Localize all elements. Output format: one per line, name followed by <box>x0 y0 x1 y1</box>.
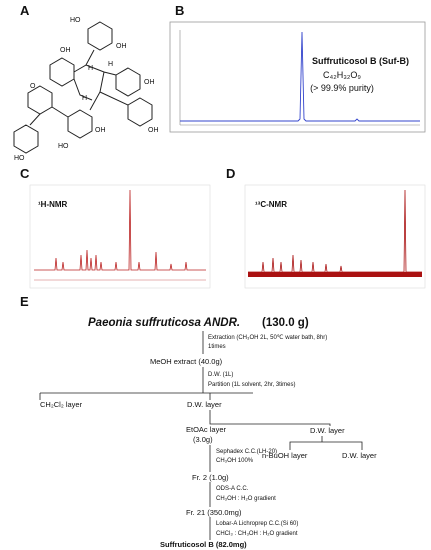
c-nmr-spectrum: ¹³C-NMR <box>244 184 426 289</box>
condition: CH₃OH 100% <box>216 458 254 464</box>
formula: C₄₂H₃₂O₉ <box>323 70 361 80</box>
atom-label: H <box>108 61 113 68</box>
condition: D.W. (1L) <box>208 372 233 378</box>
condition: 1times <box>208 344 226 350</box>
flow-node: MeOH extract (40.0g) <box>150 357 223 366</box>
atom-label: OH <box>144 79 155 86</box>
atom-label: OH <box>148 127 159 134</box>
connector <box>39 331 363 540</box>
flow-node: Fr. 21 (350.0mg) <box>186 508 242 517</box>
condition: Extraction (CH₃OH 2L, 50℃ water bath, 8h… <box>208 335 327 341</box>
h-nmr-spectrum: ¹H-NMR <box>29 184 211 289</box>
compound-name: Suffruticosol B (Suf-B) <box>312 56 409 66</box>
panel-label: C <box>20 166 30 181</box>
panel-label: B <box>175 3 184 18</box>
condition: CHCl₃ : CH₃OH : H₂O gradient <box>216 531 298 537</box>
condition: CH₃OH : H₂O gradient <box>216 496 276 502</box>
spectrum-title: ¹³C-NMR <box>255 200 287 209</box>
source-amount: (130.0 g) <box>262 317 309 329</box>
condition: Lobar-A Lichroprep C.C.(Si 60) <box>216 521 298 527</box>
purity: (> 99.9% purity) <box>310 83 374 93</box>
flow-node: D.W. layer <box>342 451 377 460</box>
atom-label: H <box>82 95 87 102</box>
flow-node: n-BuOH layer <box>262 451 308 460</box>
hplc-chromatogram: Suffruticosol B (Suf-B) C₄₂H₃₂O₉ (> 99.9… <box>169 21 426 133</box>
flow-node: EtOAc layer <box>186 425 227 434</box>
condition: Sephadex C.C.(LH-20) <box>216 449 277 455</box>
panel-label: E <box>20 294 29 309</box>
atom-label: HO <box>14 155 25 162</box>
flow-node: D.W. layer <box>187 400 222 409</box>
spectrum-title: ¹H-NMR <box>38 200 68 209</box>
atom-label: OH <box>60 47 71 54</box>
flow-node: Fr. 2 (1.0g) <box>192 473 229 482</box>
flow-node: Suffruticosol B (82.0mg) <box>160 540 247 549</box>
atom-label: O <box>30 83 36 90</box>
flow-node: (3.0g) <box>193 435 213 444</box>
source-plant: Paeonia suffruticosa ANDR. <box>88 317 240 329</box>
atom-label: H <box>88 65 93 72</box>
atom-label: HO <box>58 143 69 150</box>
panel-label: D <box>226 166 235 181</box>
condition: ODS-A C.C. <box>216 486 249 492</box>
isolation-flowchart: Paeonia suffruticosa ANDR. (130.0 g) Ext… <box>39 317 377 549</box>
panel-label: A <box>20 3 30 18</box>
atom-label: HO <box>70 17 81 24</box>
flow-node: D.W. layer <box>310 426 345 435</box>
flow-node: CH₂Cl₂ layer <box>40 400 83 409</box>
chemical-structure: HO OH OH H H O H OH HO OH OH HO <box>13 17 159 162</box>
condition: Partition (1L solvent, 2hr, 3times) <box>208 382 295 388</box>
atom-label: OH <box>116 43 127 50</box>
atom-label: OH <box>95 127 106 134</box>
